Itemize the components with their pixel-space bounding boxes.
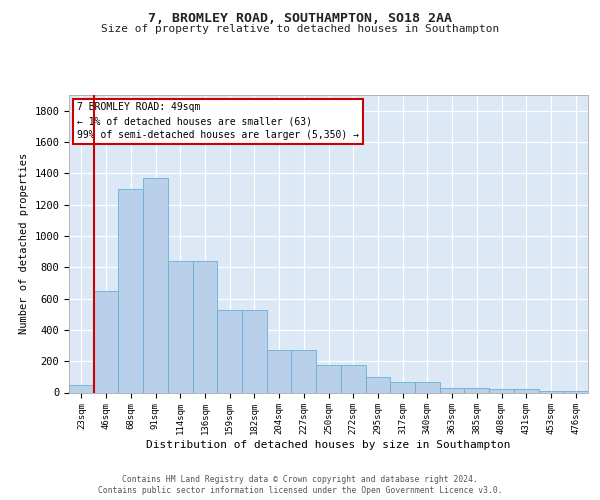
- X-axis label: Distribution of detached houses by size in Southampton: Distribution of detached houses by size …: [146, 440, 511, 450]
- Text: 7, BROMLEY ROAD, SOUTHAMPTON, SO18 2AA: 7, BROMLEY ROAD, SOUTHAMPTON, SO18 2AA: [148, 12, 452, 26]
- Bar: [94, 290, 118, 392]
- Bar: [390, 382, 415, 392]
- Y-axis label: Number of detached properties: Number of detached properties: [19, 153, 29, 334]
- Text: 7 BROMLEY ROAD: 49sqm
← 1% of detached houses are smaller (63)
99% of semi-detac: 7 BROMLEY ROAD: 49sqm ← 1% of detached h…: [77, 102, 359, 141]
- Bar: [217, 310, 242, 392]
- Bar: [514, 390, 539, 392]
- Bar: [316, 365, 341, 392]
- Bar: [168, 261, 193, 392]
- Text: Size of property relative to detached houses in Southampton: Size of property relative to detached ho…: [101, 24, 499, 34]
- Bar: [415, 382, 440, 392]
- Bar: [440, 388, 464, 392]
- Bar: [464, 388, 489, 392]
- Bar: [242, 310, 267, 392]
- Bar: [365, 377, 390, 392]
- Text: Contains HM Land Registry data © Crown copyright and database right 2024.: Contains HM Land Registry data © Crown c…: [122, 475, 478, 484]
- Bar: [341, 365, 365, 392]
- Bar: [267, 350, 292, 393]
- Bar: [539, 391, 563, 392]
- Bar: [118, 189, 143, 392]
- Bar: [69, 384, 94, 392]
- Text: Contains public sector information licensed under the Open Government Licence v3: Contains public sector information licen…: [98, 486, 502, 495]
- Bar: [193, 261, 217, 392]
- Bar: [143, 178, 168, 392]
- Bar: [563, 391, 588, 392]
- Bar: [292, 350, 316, 393]
- Bar: [489, 388, 514, 392]
